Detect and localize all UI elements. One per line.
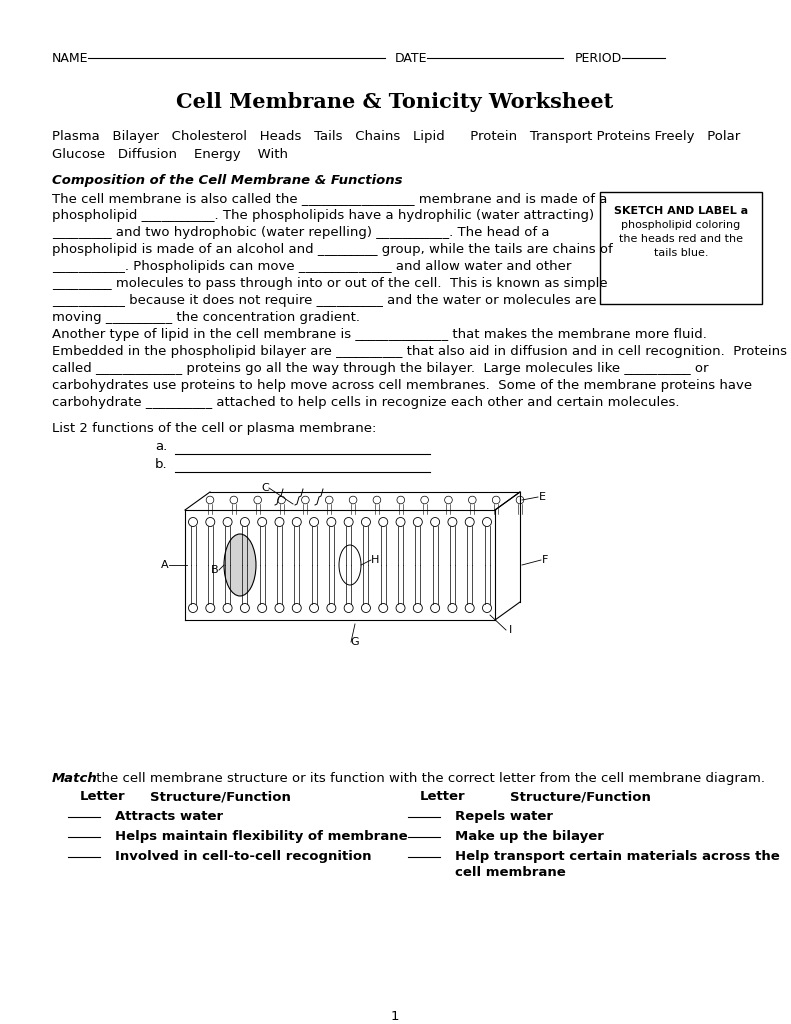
Text: E: E <box>539 492 546 502</box>
Text: The cell membrane is also called the _________________ membrane and is made of a: The cell membrane is also called the ___… <box>52 193 607 205</box>
Text: _________ molecules to pass through into or out of the cell.  This is known as s: _________ molecules to pass through into… <box>52 278 607 290</box>
Text: 1: 1 <box>391 1010 399 1023</box>
Text: carbohydrates use proteins to help move across cell membranes.  Some of the memb: carbohydrates use proteins to help move … <box>52 379 752 392</box>
Text: tails blue.: tails blue. <box>653 248 708 258</box>
Text: phospholipid coloring: phospholipid coloring <box>622 220 740 230</box>
Text: _________ and two hydrophobic (water repelling) ___________. The head of a: _________ and two hydrophobic (water rep… <box>52 226 550 239</box>
Text: B: B <box>211 565 219 575</box>
Text: List 2 functions of the cell or plasma membrane:: List 2 functions of the cell or plasma m… <box>52 422 377 435</box>
Text: ___________ because it does not require __________ and the water or molecules ar: ___________ because it does not require … <box>52 294 596 307</box>
Text: phospholipid ___________. The phospholipids have a hydrophilic (water attracting: phospholipid ___________. The phospholip… <box>52 209 594 222</box>
Text: moving __________ the concentration gradient.: moving __________ the concentration grad… <box>52 311 360 324</box>
Text: I: I <box>509 625 512 635</box>
Text: b.: b. <box>155 458 168 471</box>
Text: called _____________ proteins go all the way through the bilayer.  Large molecul: called _____________ proteins go all the… <box>52 362 709 375</box>
Text: carbohydrate __________ attached to help cells in recognize each other and certa: carbohydrate __________ attached to help… <box>52 396 679 409</box>
Ellipse shape <box>224 534 256 596</box>
Text: Repels water: Repels water <box>455 810 553 823</box>
Text: C: C <box>261 483 269 493</box>
Ellipse shape <box>339 545 361 585</box>
Text: Cell Membrane & Tonicity Worksheet: Cell Membrane & Tonicity Worksheet <box>176 92 614 112</box>
Text: Structure/Function: Structure/Function <box>150 790 291 803</box>
Text: NAME: NAME <box>52 52 89 65</box>
Text: Involved in cell-to-cell recognition: Involved in cell-to-cell recognition <box>115 850 372 863</box>
Text: cell membrane: cell membrane <box>455 866 566 879</box>
Text: phospholipid is made of an alcohol and _________ group, while the tails are chai: phospholipid is made of an alcohol and _… <box>52 243 613 256</box>
Text: Letter: Letter <box>80 790 126 803</box>
Text: F: F <box>542 555 548 565</box>
Text: Embedded in the phospholipid bilayer are __________ that also aid in diffusion a: Embedded in the phospholipid bilayer are… <box>52 345 787 358</box>
Text: Help transport certain materials across the: Help transport certain materials across … <box>455 850 780 863</box>
Text: Glucose   Diffusion    Energy    With: Glucose Diffusion Energy With <box>52 148 288 161</box>
Text: PERIOD: PERIOD <box>575 52 623 65</box>
Text: Attracts water: Attracts water <box>115 810 223 823</box>
Text: DATE: DATE <box>395 52 427 65</box>
Text: Letter: Letter <box>420 790 466 803</box>
Text: Make up the bilayer: Make up the bilayer <box>455 830 604 843</box>
Text: Composition of the Cell Membrane & Functions: Composition of the Cell Membrane & Funct… <box>52 174 403 187</box>
Bar <box>600 193 762 304</box>
Text: Structure/Function: Structure/Function <box>510 790 651 803</box>
Text: Helps maintain flexibility of membrane: Helps maintain flexibility of membrane <box>115 830 407 843</box>
Text: ___________. Phospholipids can move ______________ and allow water and other: ___________. Phospholipids can move ____… <box>52 260 571 273</box>
Text: G: G <box>350 637 359 647</box>
Text: the cell membrane structure or its function with the correct letter from the cel: the cell membrane structure or its funct… <box>92 772 765 785</box>
Text: H: H <box>371 555 379 565</box>
Text: Match: Match <box>52 772 98 785</box>
Text: A: A <box>161 560 168 570</box>
Text: SKETCH AND LABEL a: SKETCH AND LABEL a <box>614 206 748 216</box>
Text: the heads red and the: the heads red and the <box>619 234 743 244</box>
Text: Plasma   Bilayer   Cholesterol   Heads   Tails   Chains   Lipid      Protein   T: Plasma Bilayer Cholesterol Heads Tails C… <box>52 130 740 143</box>
Text: Another type of lipid in the cell membrane is ______________ that makes the memb: Another type of lipid in the cell membra… <box>52 328 707 341</box>
Text: a.: a. <box>155 440 167 453</box>
